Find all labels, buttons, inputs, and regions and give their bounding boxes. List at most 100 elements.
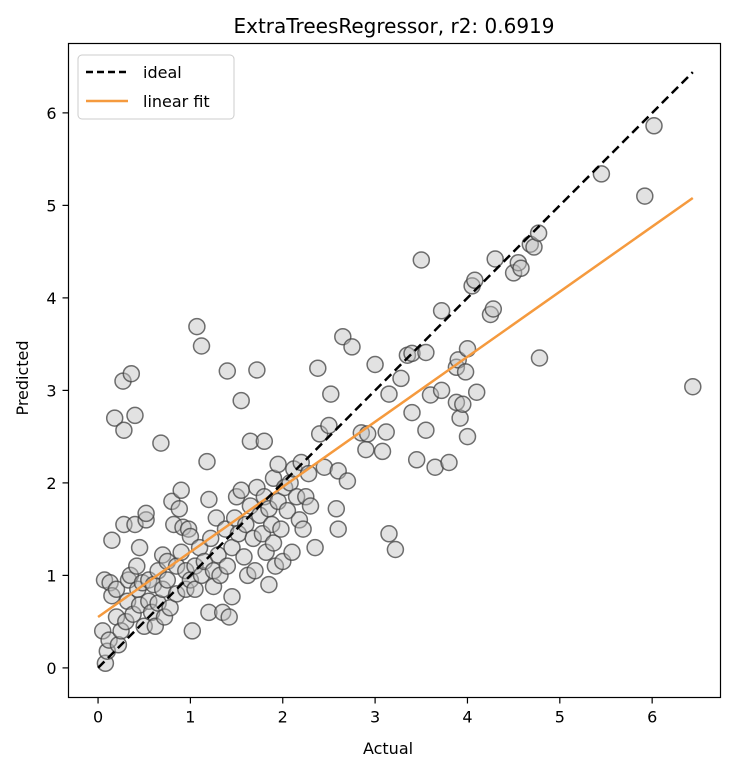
data-point	[192, 337, 211, 355]
data-point	[237, 515, 255, 534]
scatter-points	[93, 117, 702, 673]
data-point	[380, 385, 398, 403]
data-point	[198, 452, 216, 471]
plot-frame	[67, 42, 722, 699]
data-point	[451, 409, 469, 427]
y-axis-ticks: 0 1 2 3 4 5 6	[46, 104, 69, 678]
data-point	[392, 369, 410, 388]
data-point	[181, 527, 200, 546]
data-point	[636, 187, 654, 205]
data-point	[244, 529, 262, 548]
data-point	[260, 575, 278, 594]
legend-box	[77, 54, 235, 120]
data-point	[329, 520, 347, 538]
data-point	[218, 557, 237, 575]
data-point	[417, 343, 435, 362]
data-point	[294, 520, 312, 538]
data-point	[417, 421, 435, 439]
ideal-line	[97, 71, 694, 669]
x-tick-label: 3	[370, 708, 380, 727]
data-point	[484, 300, 503, 318]
data-point	[407, 451, 426, 469]
data-point	[530, 349, 549, 367]
data-point	[130, 538, 149, 557]
x-tick-label: 0	[93, 708, 103, 727]
data-point	[200, 603, 218, 622]
data-point	[309, 359, 327, 377]
y-tick-label: 1	[46, 566, 56, 585]
y-axis-label: Predicted	[13, 340, 32, 415]
reference-lines	[97, 71, 694, 669]
data-point	[188, 317, 206, 336]
data-point	[207, 509, 226, 527]
data-point	[315, 458, 334, 476]
data-point	[220, 608, 238, 626]
linear-fit-line	[97, 196, 694, 619]
data-point	[183, 622, 202, 640]
data-point	[343, 338, 361, 356]
data-point	[100, 631, 118, 649]
data-point	[403, 403, 421, 422]
data-point	[432, 381, 451, 400]
chart-title: ExtraTreesRegressor, r2: 0.6919	[233, 14, 554, 38]
legend-fit-label: linear fit	[143, 92, 210, 111]
data-point	[373, 442, 392, 461]
data-point	[232, 391, 250, 410]
data-point	[440, 453, 458, 472]
data-point	[327, 500, 346, 518]
data-point	[262, 515, 281, 534]
data-point	[278, 501, 297, 520]
data-point	[126, 406, 144, 425]
data-point	[592, 165, 611, 183]
data-point	[124, 605, 142, 623]
data-point	[107, 580, 126, 599]
data-point	[115, 421, 133, 439]
data-point	[105, 409, 124, 427]
x-axis-label: Actual	[363, 739, 413, 758]
y-tick-label: 4	[46, 289, 56, 308]
x-tick-label: 1	[185, 708, 195, 727]
data-point	[155, 608, 174, 626]
data-point	[454, 395, 472, 414]
data-point	[297, 488, 315, 506]
data-point	[458, 340, 477, 358]
data-point	[142, 603, 161, 622]
data-point	[167, 585, 186, 603]
y-tick-label: 5	[46, 196, 56, 215]
data-point	[458, 427, 477, 446]
data-point	[186, 557, 204, 575]
data-point	[223, 587, 241, 606]
data-point	[486, 250, 504, 268]
data-point	[269, 455, 287, 474]
data-point	[101, 574, 119, 592]
x-axis-ticks: 0 1 2 3 4 5 6	[93, 697, 657, 727]
y-tick-label: 0	[46, 659, 56, 678]
data-point	[109, 636, 128, 654]
data-point	[283, 543, 301, 562]
data-point	[357, 440, 375, 459]
data-point	[377, 423, 395, 441]
legend-ideal-label: ideal	[143, 63, 182, 82]
data-point	[456, 363, 475, 381]
x-tick-label: 2	[278, 708, 288, 727]
data-point	[338, 472, 357, 490]
data-point	[161, 599, 179, 617]
data-point	[301, 497, 320, 515]
data-point	[684, 377, 702, 396]
y-tick-label: 6	[46, 104, 56, 123]
legend: ideal linear fit	[77, 54, 235, 120]
x-tick-label: 5	[555, 708, 565, 727]
data-point	[93, 622, 112, 640]
data-point	[152, 434, 170, 452]
data-point	[122, 364, 141, 383]
data-point	[170, 500, 189, 518]
data-point	[255, 432, 274, 451]
data-point	[421, 386, 440, 404]
data-point	[241, 432, 260, 451]
data-point	[512, 259, 530, 278]
data-point	[128, 557, 146, 575]
x-tick-label: 4	[462, 708, 472, 727]
data-point	[200, 490, 218, 509]
data-point	[137, 504, 155, 523]
